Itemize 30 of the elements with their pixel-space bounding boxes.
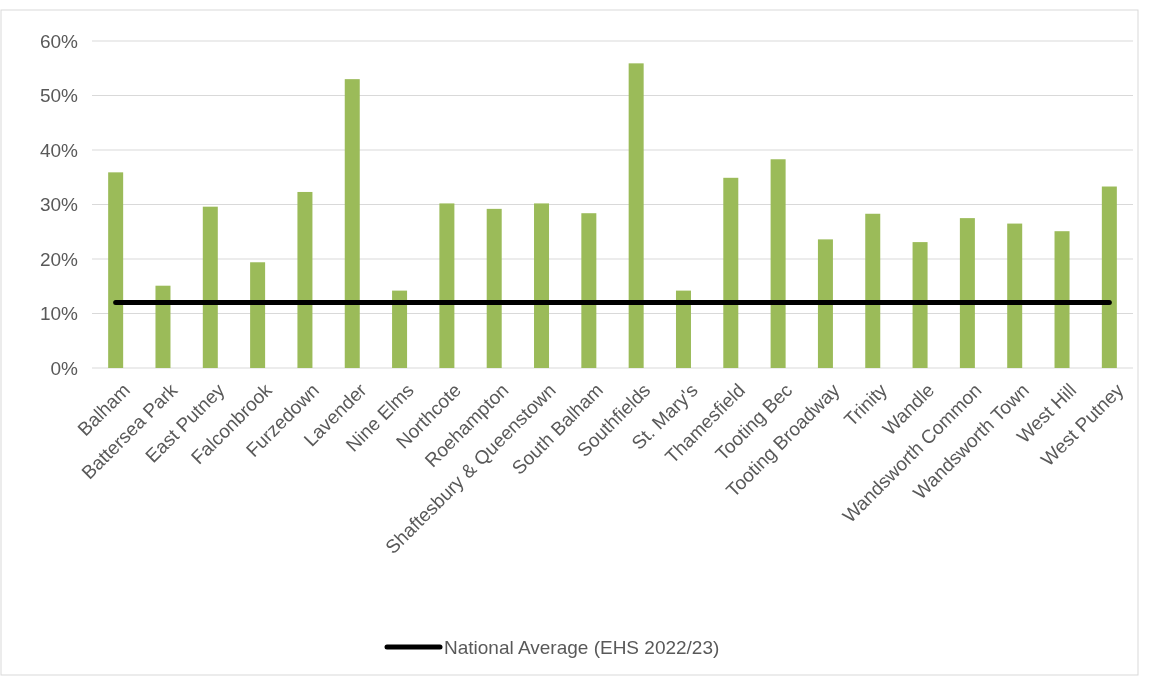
bar xyxy=(912,242,928,368)
y-tick-label: 40% xyxy=(39,139,79,161)
legend-label: National Average (EHS 2022/23) xyxy=(444,636,720,658)
bar xyxy=(628,63,644,368)
bar xyxy=(817,239,833,368)
bar xyxy=(297,191,313,368)
bar xyxy=(534,203,550,368)
y-tick-label: 30% xyxy=(39,194,79,216)
bar xyxy=(108,172,124,368)
bar xyxy=(865,213,881,368)
y-tick-label: 10% xyxy=(39,303,79,325)
bar xyxy=(675,290,691,368)
bar xyxy=(723,177,739,368)
bar xyxy=(439,203,455,368)
bar xyxy=(1054,231,1070,368)
y-tick-label: 20% xyxy=(39,248,79,270)
y-tick-label: 0% xyxy=(50,357,79,379)
bar xyxy=(202,206,218,368)
bar xyxy=(1007,223,1023,368)
bar xyxy=(581,213,597,368)
bar xyxy=(250,262,266,368)
bar xyxy=(344,79,360,368)
bar xyxy=(770,159,786,368)
bar xyxy=(155,285,171,368)
bar xyxy=(1101,186,1117,368)
bar xyxy=(392,290,408,368)
bar xyxy=(959,218,975,368)
bar xyxy=(486,208,502,368)
y-tick-label: 60% xyxy=(39,30,79,52)
y-tick-label: 50% xyxy=(39,85,79,107)
